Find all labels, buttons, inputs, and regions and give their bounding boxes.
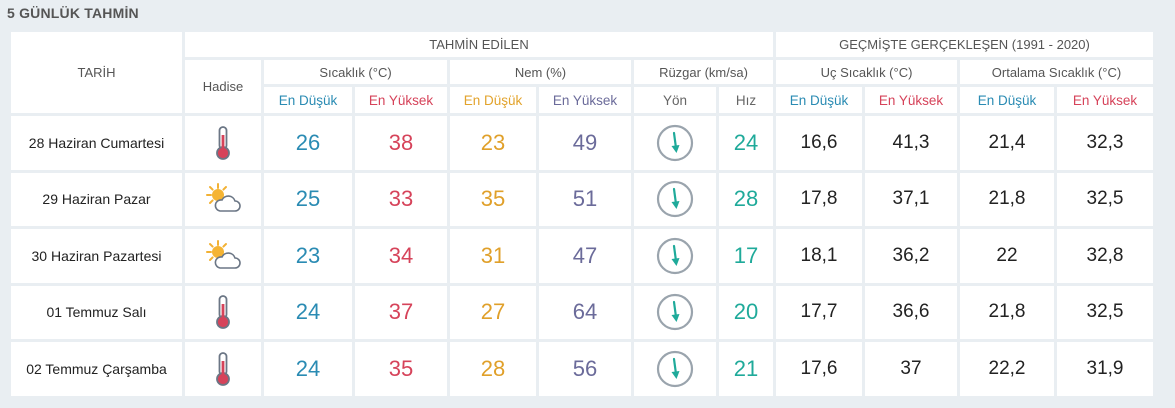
- wind-direction-cell: [634, 342, 716, 396]
- wind-direction-icon: [634, 350, 716, 388]
- wind-speed-cell: 21: [719, 342, 773, 396]
- header-tahmin-edilen: TAHMİN EDİLEN: [185, 32, 773, 57]
- date-cell: 02 Temmuz Çarşamba: [11, 342, 182, 396]
- partly-cloudy-icon: [185, 239, 261, 273]
- hadise-cell: [185, 116, 261, 170]
- wind-direction-cell: [634, 285, 716, 339]
- subheader-sicaklik-min: En Düşük: [264, 87, 352, 113]
- subheader-yon: Yön: [634, 87, 716, 113]
- table-row: 29 Haziran Pazar 25 33 35 51 28 17,8 37,…: [11, 172, 1153, 226]
- table-row: 30 Haziran Pazartesi 23 34 31 47 17 18,1…: [11, 229, 1153, 283]
- date-cell: 30 Haziran Pazartesi: [11, 229, 182, 283]
- extreme-min-cell: 18,1: [776, 229, 862, 283]
- subheader-uc-min: En Düşük: [776, 87, 862, 113]
- date-cell: 01 Temmuz Salı: [11, 285, 182, 339]
- extreme-max-cell: 37: [865, 342, 957, 396]
- extreme-min-cell: 17,6: [776, 342, 862, 396]
- wind-direction-cell: [634, 116, 716, 170]
- humidity-max-cell: 64: [539, 285, 631, 339]
- average-max-cell: 32,3: [1057, 116, 1153, 170]
- thermometer-icon: [185, 294, 261, 330]
- temp-max-cell: 34: [355, 229, 447, 283]
- average-min-cell: 22: [960, 229, 1054, 283]
- temp-min-cell: 25: [264, 172, 352, 226]
- humidity-max-cell: 49: [539, 116, 631, 170]
- thermometer-icon: [185, 125, 261, 161]
- thermometer-icon: [185, 351, 261, 387]
- extreme-max-cell: 36,2: [865, 229, 957, 283]
- header-sicaklik: Sıcaklık (°C): [264, 60, 447, 84]
- wind-direction-cell: [634, 229, 716, 283]
- average-min-cell: 22,2: [960, 342, 1054, 396]
- header-tarih: TARİH: [11, 32, 182, 113]
- temp-max-cell: 33: [355, 172, 447, 226]
- date-cell: 29 Haziran Pazar: [11, 172, 182, 226]
- subheader-nem-max: En Yüksek: [539, 87, 631, 113]
- wind-direction-cell: [634, 172, 716, 226]
- temp-min-cell: 24: [264, 342, 352, 396]
- average-max-cell: 31,9: [1057, 342, 1153, 396]
- table-row: 01 Temmuz Salı 24 37 27 64 20 17,7 36,6 …: [11, 285, 1153, 339]
- wind-speed-cell: 17: [719, 229, 773, 283]
- subheader-hiz: Hız: [719, 87, 773, 113]
- humidity-max-cell: 56: [539, 342, 631, 396]
- humidity-min-cell: 28: [450, 342, 536, 396]
- hadise-cell: [185, 285, 261, 339]
- temp-min-cell: 26: [264, 116, 352, 170]
- temp-min-cell: 23: [264, 229, 352, 283]
- temp-max-cell: 37: [355, 285, 447, 339]
- wind-direction-icon: [634, 237, 716, 275]
- header-hadise: Hadise: [185, 60, 261, 113]
- header-nem: Nem (%): [450, 60, 631, 84]
- average-min-cell: 21,8: [960, 285, 1054, 339]
- extreme-min-cell: 17,7: [776, 285, 862, 339]
- humidity-min-cell: 27: [450, 285, 536, 339]
- average-max-cell: 32,5: [1057, 172, 1153, 226]
- extreme-min-cell: 16,6: [776, 116, 862, 170]
- forecast-table: TARİH TAHMİN EDİLEN GEÇMİŞTE GERÇEKLEŞEN…: [8, 29, 1156, 399]
- wind-direction-icon: [634, 124, 716, 162]
- extreme-min-cell: 17,8: [776, 172, 862, 226]
- hadise-cell: [185, 342, 261, 396]
- header-ruzgar: Rüzgar (km/sa): [634, 60, 773, 84]
- humidity-min-cell: 23: [450, 116, 536, 170]
- subheader-ort-max: En Yüksek: [1057, 87, 1153, 113]
- wind-speed-cell: 20: [719, 285, 773, 339]
- table-row: 02 Temmuz Çarşamba 24 35 28 56 21 17,6 3…: [11, 342, 1153, 396]
- header-gecmiste-gerceklesen: GEÇMİŞTE GERÇEKLEŞEN (1991 - 2020): [776, 32, 1153, 57]
- humidity-min-cell: 35: [450, 172, 536, 226]
- subheader-nem-min: En Düşük: [450, 87, 536, 113]
- humidity-min-cell: 31: [450, 229, 536, 283]
- subheader-sicaklik-max: En Yüksek: [355, 87, 447, 113]
- subheader-ort-min: En Düşük: [960, 87, 1054, 113]
- extreme-max-cell: 36,6: [865, 285, 957, 339]
- extreme-max-cell: 37,1: [865, 172, 957, 226]
- page-title: 5 GÜNLÜK TAHMİN: [7, 5, 139, 21]
- average-min-cell: 21,4: [960, 116, 1054, 170]
- table-row: 28 Haziran Cumartesi 26 38 23 49 24 16,6…: [11, 116, 1153, 170]
- temp-min-cell: 24: [264, 285, 352, 339]
- wind-speed-cell: 24: [719, 116, 773, 170]
- hadise-cell: [185, 172, 261, 226]
- humidity-max-cell: 47: [539, 229, 631, 283]
- subheader-uc-max: En Yüksek: [865, 87, 957, 113]
- temp-max-cell: 35: [355, 342, 447, 396]
- partly-cloudy-icon: [185, 182, 261, 216]
- hadise-cell: [185, 229, 261, 283]
- average-min-cell: 21,8: [960, 172, 1054, 226]
- average-max-cell: 32,8: [1057, 229, 1153, 283]
- header-uc-sicaklik: Uç Sıcaklık (°C): [776, 60, 957, 84]
- date-cell: 28 Haziran Cumartesi: [11, 116, 182, 170]
- wind-speed-cell: 28: [719, 172, 773, 226]
- average-max-cell: 32,5: [1057, 285, 1153, 339]
- wind-direction-icon: [634, 293, 716, 331]
- humidity-max-cell: 51: [539, 172, 631, 226]
- extreme-max-cell: 41,3: [865, 116, 957, 170]
- wind-direction-icon: [634, 180, 716, 218]
- temp-max-cell: 38: [355, 116, 447, 170]
- header-ortalama-sicaklik: Ortalama Sıcaklık (°C): [960, 60, 1153, 84]
